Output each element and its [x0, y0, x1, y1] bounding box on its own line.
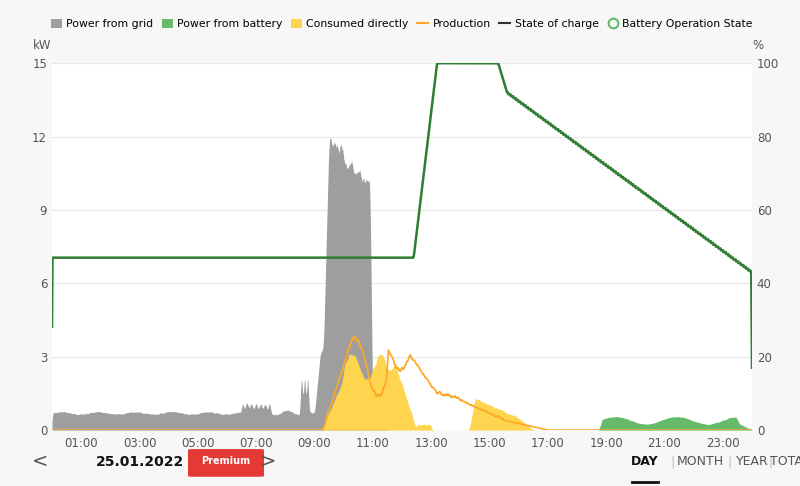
Text: >: > — [260, 452, 276, 471]
Text: kW: kW — [33, 39, 51, 52]
Text: %: % — [753, 39, 764, 52]
Text: TOTAL: TOTAL — [770, 455, 800, 468]
Text: Premium: Premium — [202, 456, 250, 466]
Text: |: | — [727, 455, 732, 468]
Text: |: | — [670, 455, 674, 468]
Text: YEAR: YEAR — [736, 455, 768, 468]
Text: <: < — [32, 452, 48, 471]
Text: MONTH: MONTH — [678, 455, 724, 468]
FancyBboxPatch shape — [188, 449, 264, 477]
Legend: Power from grid, Power from battery, Consumed directly, Production, State of cha: Power from grid, Power from battery, Con… — [51, 19, 753, 29]
Text: 25.01.2022: 25.01.2022 — [96, 455, 184, 469]
Text: |: | — [768, 455, 773, 468]
Text: DAY: DAY — [631, 455, 658, 468]
